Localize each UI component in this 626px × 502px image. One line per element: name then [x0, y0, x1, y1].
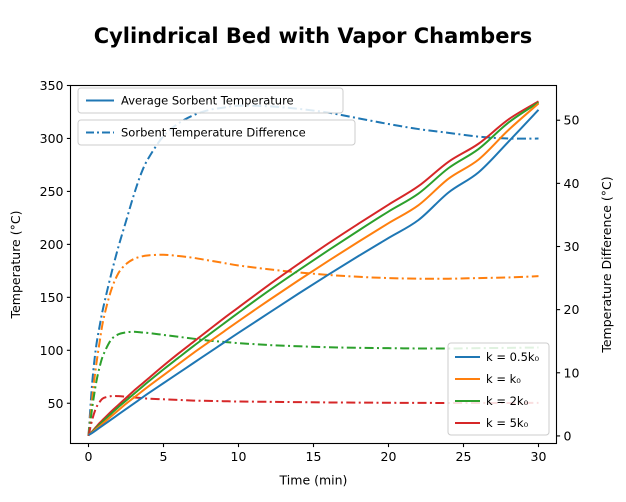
series-line	[87, 101, 540, 436]
chart-title: Cylindrical Bed with Vapor Chambers	[93, 24, 533, 48]
series-legend-entry-0[interactable]: k = 0.5k₀	[455, 350, 540, 364]
x-tick-label: 30	[531, 449, 547, 464]
y2-tick-label: 40	[564, 176, 580, 191]
series-legend-entry-2[interactable]: k = 2k₀	[455, 394, 529, 408]
series-legend[interactable]: k = 0.5k₀ k = k₀ k = 2k₀ k = 5k₀	[447, 342, 550, 436]
y-tick-label: 100	[40, 343, 64, 358]
series-line	[87, 394, 539, 437]
legend-box	[77, 87, 344, 114]
y2-tick-label: 10	[564, 365, 580, 380]
series-legend-entry-3[interactable]: k = 5k₀	[455, 416, 529, 430]
y-tick-label: 50	[48, 396, 64, 411]
legend-box	[77, 119, 356, 146]
series-line	[87, 102, 540, 436]
legend-label: Sorbent Temperature Difference	[121, 126, 306, 140]
legend-label: k = 2k₀	[486, 394, 529, 408]
series-legend-entry-1[interactable]: k = k₀	[455, 372, 521, 386]
y-tick-label: 350	[40, 78, 64, 93]
y2-tick-label: 20	[564, 302, 580, 317]
x-tick-label: 0	[85, 449, 93, 464]
y-tick-label: 150	[40, 290, 64, 305]
legend-label: k = k₀	[486, 372, 521, 386]
y2-tick-label: 0	[564, 428, 572, 443]
y2-tick-label: 50	[564, 113, 580, 128]
style-legend-entry-1[interactable]: Sorbent Temperature Difference	[77, 119, 356, 146]
y-tick-label: 200	[40, 237, 64, 252]
y-axis-label: Temperature (°C)	[8, 211, 23, 320]
x-axis-label: Time (min)	[279, 473, 348, 488]
y2-axis-label: Temperature Difference (°C)	[599, 176, 614, 353]
y2-tick-label: 30	[564, 239, 580, 254]
x-tick-label: 15	[306, 449, 322, 464]
series-line	[87, 100, 540, 436]
x-tick-label: 5	[160, 449, 168, 464]
x-tick-label: 20	[381, 449, 397, 464]
x-tick-label: 10	[231, 449, 247, 464]
data-series-group	[87, 100, 540, 437]
series-line	[87, 330, 539, 437]
style-legend-entry-0[interactable]: Average Sorbent Temperature	[77, 87, 344, 114]
legend-box	[447, 342, 550, 436]
y-tick-label: 300	[40, 131, 64, 146]
series-line	[88, 109, 540, 436]
x-tick-label: 25	[456, 449, 472, 464]
y-tick-label: 250	[40, 184, 64, 199]
series-line	[87, 253, 539, 437]
legend-label: k = 5k₀	[486, 416, 529, 430]
legend-label: k = 0.5k₀	[486, 350, 540, 364]
legend-label: Average Sorbent Temperature	[121, 94, 294, 108]
